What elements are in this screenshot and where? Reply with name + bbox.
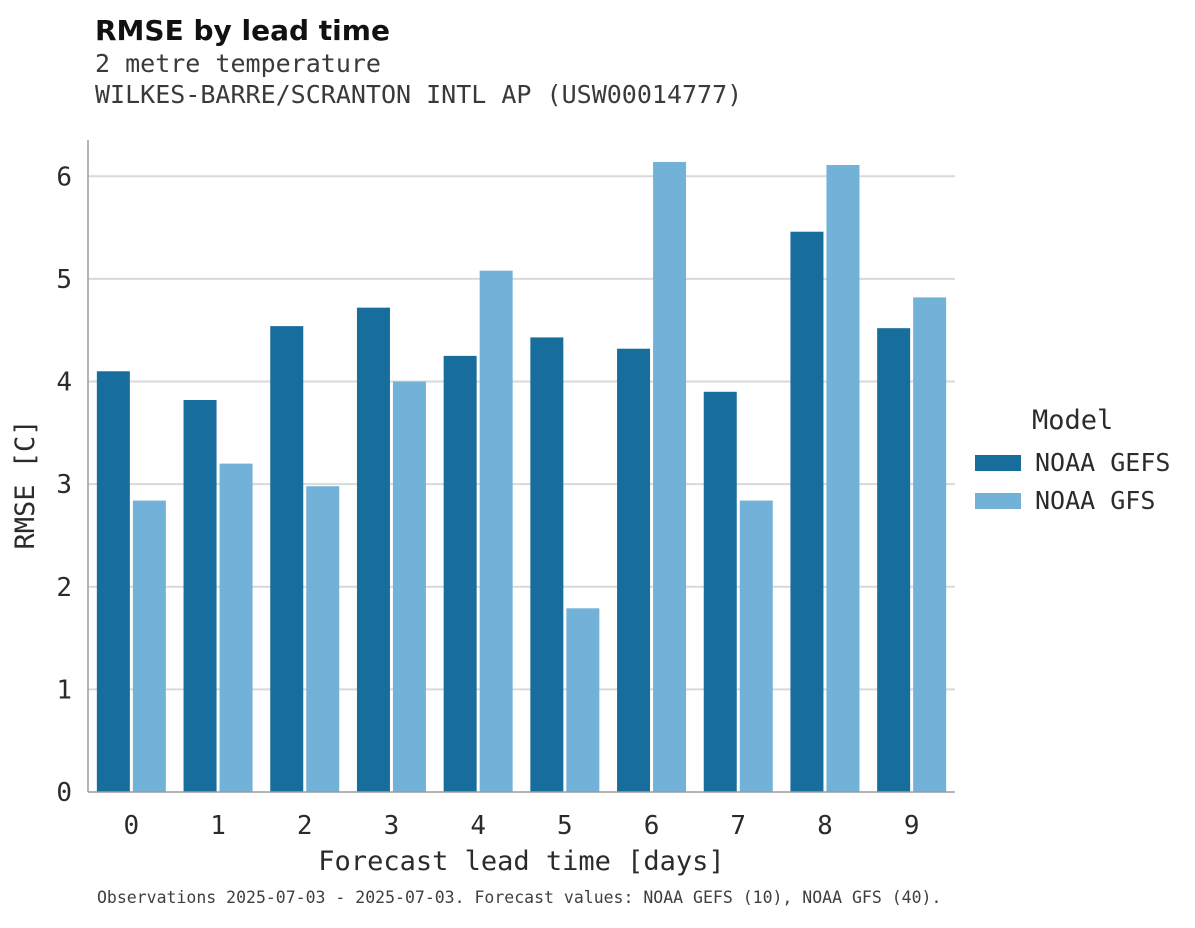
bar-noaa-gfs-day-7 (739, 500, 773, 792)
chart-title: RMSE by lead time (95, 14, 390, 47)
legend-label-noaa-gfs: NOAA GFS (1035, 486, 1156, 515)
y-tick-label-2: 2 (56, 573, 72, 603)
bar-noaa-gfs-day-4 (479, 270, 513, 792)
legend-title: Model (1032, 405, 1114, 436)
x-tick-label-7: 7 (730, 811, 746, 841)
chart-legend: Model NOAA GEFS NOAA GFS (975, 405, 1190, 524)
bar-noaa-gefs-day-5 (530, 337, 564, 792)
x-tick-label-0: 0 (124, 811, 140, 841)
chart-caption: Observations 2025-07-03 - 2025-07-03. Fo… (97, 888, 942, 907)
bar-noaa-gfs-day-9 (913, 297, 947, 792)
x-tick-label-4: 4 (470, 811, 486, 841)
legend-label-noaa-gefs: NOAA GEFS (1035, 448, 1171, 477)
legend-swatch-noaa-gfs (975, 492, 1021, 509)
y-axis-title: RMSE [C] (10, 419, 41, 549)
bar-noaa-gefs-day-9 (877, 328, 911, 792)
x-tick-label-8: 8 (817, 811, 833, 841)
x-tick-label-9: 9 (904, 811, 920, 841)
bar-noaa-gfs-day-8 (826, 165, 860, 792)
y-tick-label-1: 1 (56, 675, 72, 705)
bar-noaa-gfs-day-2 (306, 486, 340, 792)
x-axis-title: Forecast lead time [days] (318, 846, 724, 877)
legend-swatch-noaa-gefs (975, 454, 1021, 471)
y-tick-label-0: 0 (56, 778, 72, 808)
bar-noaa-gefs-day-4 (443, 355, 477, 792)
x-tick-label-2: 2 (297, 811, 313, 841)
bar-noaa-gefs-day-3 (356, 307, 390, 792)
bar-noaa-gfs-day-6 (653, 161, 687, 793)
x-tick-label-1: 1 (210, 811, 226, 841)
y-tick-label-4: 4 (56, 368, 72, 398)
chart-header: RMSE by lead time 2 metre temperature WI… (95, 14, 742, 110)
bar-noaa-gefs-day-8 (790, 231, 824, 793)
y-tick-label-6: 6 (56, 162, 72, 192)
bar-noaa-gefs-day-6 (617, 348, 651, 792)
bar-noaa-gfs-day-3 (392, 381, 426, 792)
x-tick-label-5: 5 (557, 811, 573, 841)
legend-entry-noaa-gefs: NOAA GEFS (975, 448, 1190, 477)
bar-noaa-gfs-day-0 (132, 500, 166, 792)
bar-noaa-gefs-day-0 (96, 371, 130, 792)
legend-entry-noaa-gfs: NOAA GFS (975, 486, 1190, 515)
bar-noaa-gfs-day-1 (219, 463, 253, 792)
bar-noaa-gefs-day-7 (703, 391, 737, 792)
y-tick-label-5: 5 (56, 265, 72, 295)
bar-noaa-gfs-day-5 (566, 608, 600, 792)
x-tick-label-3: 3 (384, 811, 400, 841)
bar-noaa-gefs-day-2 (270, 326, 304, 792)
bar-noaa-gefs-day-1 (183, 400, 217, 792)
chart-subtitle-variable: 2 metre temperature (95, 49, 381, 78)
chart-subtitle-station: WILKES-BARRE/SCRANTON INTL AP (USW000147… (95, 80, 743, 109)
x-tick-label-6: 6 (644, 811, 660, 841)
y-tick-label-3: 3 (56, 470, 72, 500)
